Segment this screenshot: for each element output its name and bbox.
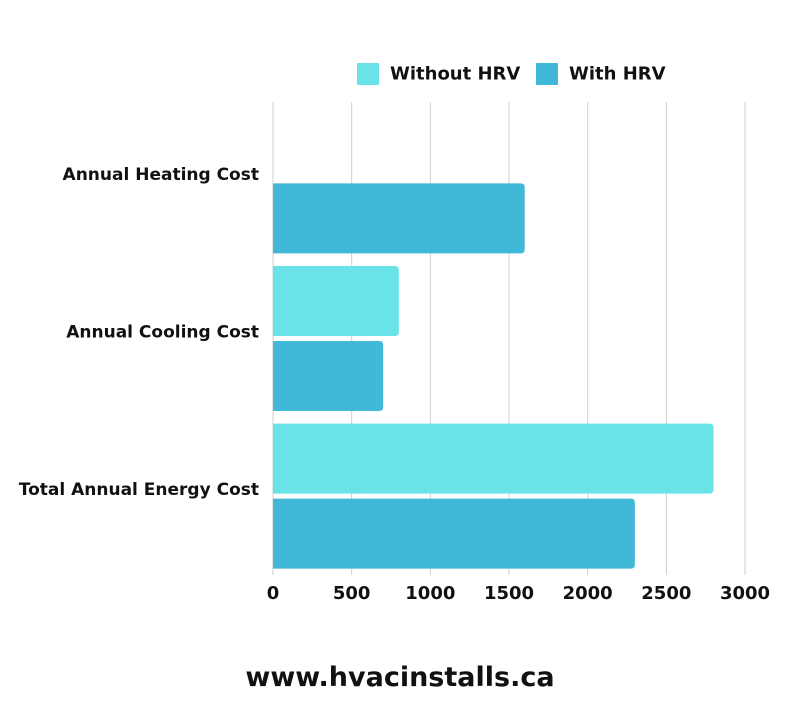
x-tick-label: 1500 bbox=[484, 583, 534, 604]
bar-without-hrv-total-annual-energy-cost bbox=[273, 423, 714, 494]
bar-without-hrv-annual-cooling-cost bbox=[273, 266, 399, 336]
category-label: Total Annual Energy Cost bbox=[19, 480, 259, 500]
bar-with-hrv-annual-cooling-cost bbox=[273, 341, 384, 411]
bars bbox=[273, 183, 714, 569]
category-labels: Annual Heating Cost Annual Cooling Cost To… bbox=[19, 165, 259, 500]
x-tick-label: 3000 bbox=[720, 583, 770, 604]
legend-swatch bbox=[536, 63, 558, 85]
category-label: Annual Cooling Cost bbox=[66, 323, 259, 343]
bar-with-hrv-total-annual-energy-cost bbox=[273, 498, 635, 569]
legend-label: Without HRV bbox=[390, 64, 520, 85]
website-url: www.hvacinstalls.ca bbox=[245, 662, 555, 693]
x-tick-label: 2500 bbox=[641, 583, 691, 604]
legend-item-with-hrv: With HRV bbox=[536, 63, 666, 85]
legend: Without HRV With HRV bbox=[357, 63, 666, 85]
hrv-cost-bar-chart: Annual Heating Cost Annual Cooling Cost To… bbox=[19, 63, 770, 604]
x-tick-label: 500 bbox=[333, 583, 371, 604]
x-tick-label: 2000 bbox=[563, 583, 613, 604]
legend-swatch bbox=[357, 63, 379, 85]
x-tick-label: 1000 bbox=[405, 583, 455, 604]
x-axis-tick-labels: 0 500 1000 1500 2000 2500 3000 bbox=[267, 583, 770, 604]
x-tick-label: 0 bbox=[267, 583, 280, 604]
bar-with-hrv-annual-heating-cost bbox=[273, 183, 525, 254]
category-label: Annual Heating Cost bbox=[63, 165, 259, 185]
gridlines bbox=[272, 102, 746, 575]
legend-label: With HRV bbox=[569, 64, 666, 85]
legend-item-without-hrv: Without HRV bbox=[357, 63, 520, 85]
